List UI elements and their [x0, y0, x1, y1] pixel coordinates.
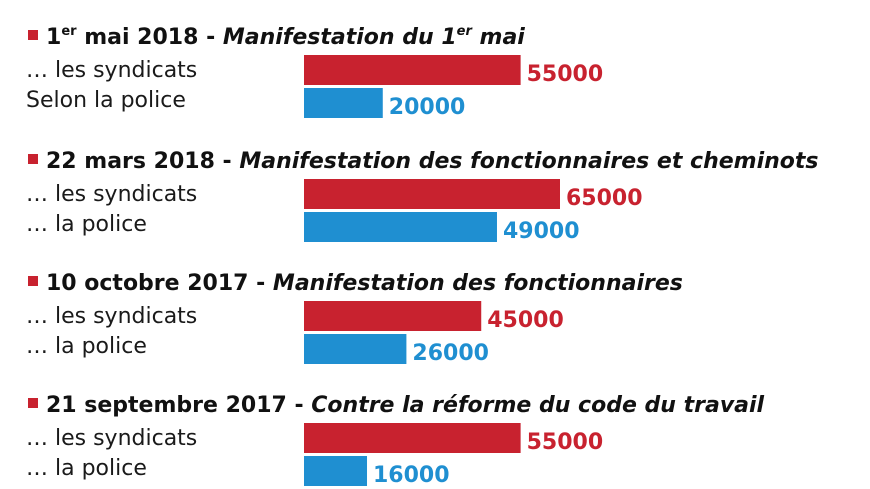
value-label: 55000 — [527, 62, 604, 87]
value-label: 16000 — [373, 463, 450, 488]
value-label: 45000 — [487, 308, 564, 333]
value-label: 26000 — [412, 341, 489, 366]
row-label: … les syndicats — [26, 182, 197, 207]
group-title: 22 mars 2018 - Manifestation des fonctio… — [46, 149, 819, 174]
bar-syndicats — [304, 301, 482, 331]
row-label: Selon la police — [26, 88, 186, 113]
bar-police — [304, 88, 383, 118]
row-label: … la police — [26, 212, 147, 237]
value-label: 49000 — [503, 219, 580, 244]
group-bullet — [28, 276, 38, 286]
bar-syndicats — [304, 55, 521, 85]
bar-syndicats — [304, 179, 560, 209]
row-label: … la police — [26, 334, 147, 359]
bar-police — [304, 456, 368, 486]
group-title: 1er mai 2018 - Manifestation du 1er mai — [46, 24, 525, 50]
group-bullet — [28, 30, 38, 40]
bar-police — [304, 212, 497, 242]
group-bullet — [28, 154, 38, 164]
chart-group: 22 mars 2018 - Manifestation des fonctio… — [26, 149, 819, 244]
bar-syndicats — [304, 423, 521, 453]
chart-group: 10 octobre 2017 - Manifestation des fonc… — [26, 271, 683, 366]
value-label: 65000 — [566, 186, 643, 211]
bar-police — [304, 334, 407, 364]
group-bullet — [28, 398, 38, 408]
row-label: … les syndicats — [26, 304, 197, 329]
row-label: … la police — [26, 456, 147, 481]
value-label: 55000 — [527, 430, 604, 455]
group-title: 21 septembre 2017 - Contre la réforme du… — [46, 393, 765, 418]
row-label: … les syndicats — [26, 58, 197, 83]
group-title: 10 octobre 2017 - Manifestation des fonc… — [46, 271, 683, 296]
value-label: 20000 — [389, 95, 466, 120]
chart-group: 1er mai 2018 - Manifestation du 1er mai …… — [26, 24, 603, 120]
row-label: … les syndicats — [26, 426, 197, 451]
chart-group: 21 septembre 2017 - Contre la réforme du… — [26, 393, 765, 488]
